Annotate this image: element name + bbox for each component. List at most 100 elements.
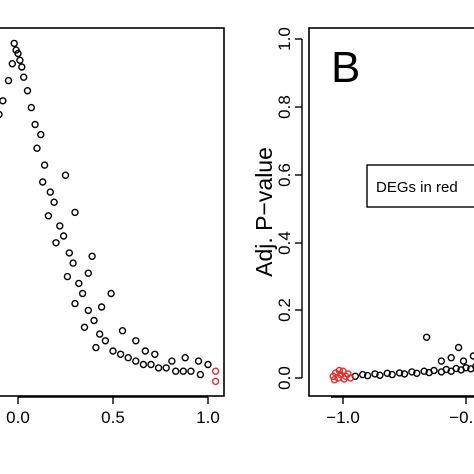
data-point bbox=[69, 259, 77, 267]
data-point bbox=[20, 73, 28, 81]
data-point bbox=[447, 354, 455, 362]
data-point bbox=[65, 249, 74, 257]
data-point bbox=[171, 367, 180, 375]
data-point bbox=[132, 337, 140, 345]
data-point bbox=[84, 269, 93, 277]
data-point bbox=[16, 56, 24, 64]
panel-a-frame bbox=[0, 27, 225, 397]
annotation-box bbox=[366, 164, 474, 208]
data-point bbox=[371, 370, 379, 378]
data-point bbox=[18, 63, 26, 71]
data-point bbox=[37, 130, 45, 139]
data-point bbox=[211, 367, 220, 375]
data-point bbox=[78, 289, 87, 298]
data-point bbox=[179, 367, 188, 375]
data-point bbox=[90, 316, 98, 325]
data-point bbox=[10, 39, 18, 48]
data-point bbox=[124, 354, 132, 362]
panel-label: B bbox=[331, 43, 360, 92]
data-point bbox=[469, 352, 474, 360]
data-point bbox=[340, 375, 348, 383]
data-point bbox=[462, 364, 470, 372]
data-point bbox=[452, 364, 460, 373]
data-point bbox=[413, 369, 421, 377]
data-point bbox=[408, 368, 416, 376]
data-point bbox=[395, 369, 404, 377]
data-point bbox=[454, 343, 463, 352]
data-point bbox=[56, 222, 64, 230]
data-point bbox=[39, 178, 47, 186]
panel-b-x-axis: −1.0 −0.5 bbox=[326, 396, 474, 427]
y-tick-label: 0.6 bbox=[275, 163, 294, 187]
data-point bbox=[168, 357, 176, 365]
panel-b-y-axis: 0.0 0.2 0.4 0.6 0.8 1.0 Adj. P−value bbox=[251, 27, 303, 390]
data-point bbox=[376, 371, 384, 379]
annotation-text: DEGs in red bbox=[376, 179, 458, 196]
x-tick-label: 0.0 bbox=[6, 408, 30, 427]
data-point bbox=[88, 252, 96, 260]
data-point bbox=[0, 110, 3, 118]
y-tick-label: 0.8 bbox=[275, 95, 294, 119]
data-point bbox=[472, 363, 474, 370]
data-point bbox=[118, 327, 127, 335]
data-point bbox=[363, 371, 372, 380]
y-tick-label: 0.0 bbox=[275, 366, 294, 390]
data-point bbox=[4, 76, 13, 85]
data-point bbox=[27, 103, 35, 112]
data-point bbox=[31, 120, 39, 129]
data-point bbox=[59, 232, 68, 240]
data-point bbox=[44, 212, 53, 220]
data-point bbox=[141, 347, 150, 355]
x-tick-label: 1.0 bbox=[196, 408, 220, 427]
data-point bbox=[459, 357, 468, 365]
data-point bbox=[420, 367, 428, 375]
data-point bbox=[92, 343, 100, 352]
data-point bbox=[147, 360, 155, 369]
data-point bbox=[132, 357, 140, 365]
data-point bbox=[151, 350, 159, 358]
data-point bbox=[50, 198, 58, 206]
data-point bbox=[400, 370, 409, 378]
data-point bbox=[204, 360, 212, 369]
data-point bbox=[139, 360, 148, 369]
data-point bbox=[95, 330, 104, 338]
data-point bbox=[61, 171, 70, 179]
data-point bbox=[194, 357, 203, 365]
data-point bbox=[8, 60, 17, 68]
data-point bbox=[52, 239, 60, 247]
data-point bbox=[75, 279, 83, 288]
data-point bbox=[211, 377, 220, 386]
data-point bbox=[109, 347, 117, 355]
data-point bbox=[23, 86, 32, 95]
data-point bbox=[162, 364, 170, 372]
y-tick-label: 0.2 bbox=[275, 298, 294, 322]
data-point bbox=[383, 369, 391, 377]
data-point bbox=[154, 364, 163, 372]
x-tick-label: −1.0 bbox=[326, 408, 360, 427]
x-tick-label: 0.5 bbox=[101, 408, 125, 427]
panel-a: 0.0 0.5 1.0 bbox=[0, 27, 225, 427]
panel-b-frame bbox=[308, 27, 474, 397]
data-point bbox=[107, 289, 115, 298]
panel-a-x-axis: 0.0 0.5 1.0 bbox=[6, 396, 220, 427]
data-point bbox=[101, 337, 110, 345]
y-axis-label: Adj. P−value bbox=[251, 147, 277, 277]
data-point bbox=[33, 144, 41, 152]
data-point bbox=[422, 333, 431, 341]
panel-b: B DEGs in red 0.0 0.2 0.4 0.6 0.8 1.0 Ad… bbox=[251, 27, 474, 427]
data-point bbox=[71, 208, 79, 217]
data-point bbox=[187, 367, 195, 375]
data-point bbox=[437, 357, 446, 365]
data-point bbox=[71, 299, 79, 308]
data-point bbox=[430, 366, 438, 375]
data-point bbox=[14, 49, 22, 58]
y-tick-label: 1.0 bbox=[275, 27, 294, 51]
data-point bbox=[84, 306, 93, 315]
data-point bbox=[97, 303, 106, 311]
y-tick-label: 0.4 bbox=[275, 231, 294, 255]
x-tick-label: −0.5 bbox=[449, 408, 474, 427]
data-point bbox=[196, 370, 205, 379]
data-point bbox=[63, 272, 72, 281]
panel-b-annotation: DEGs in red bbox=[366, 164, 474, 208]
